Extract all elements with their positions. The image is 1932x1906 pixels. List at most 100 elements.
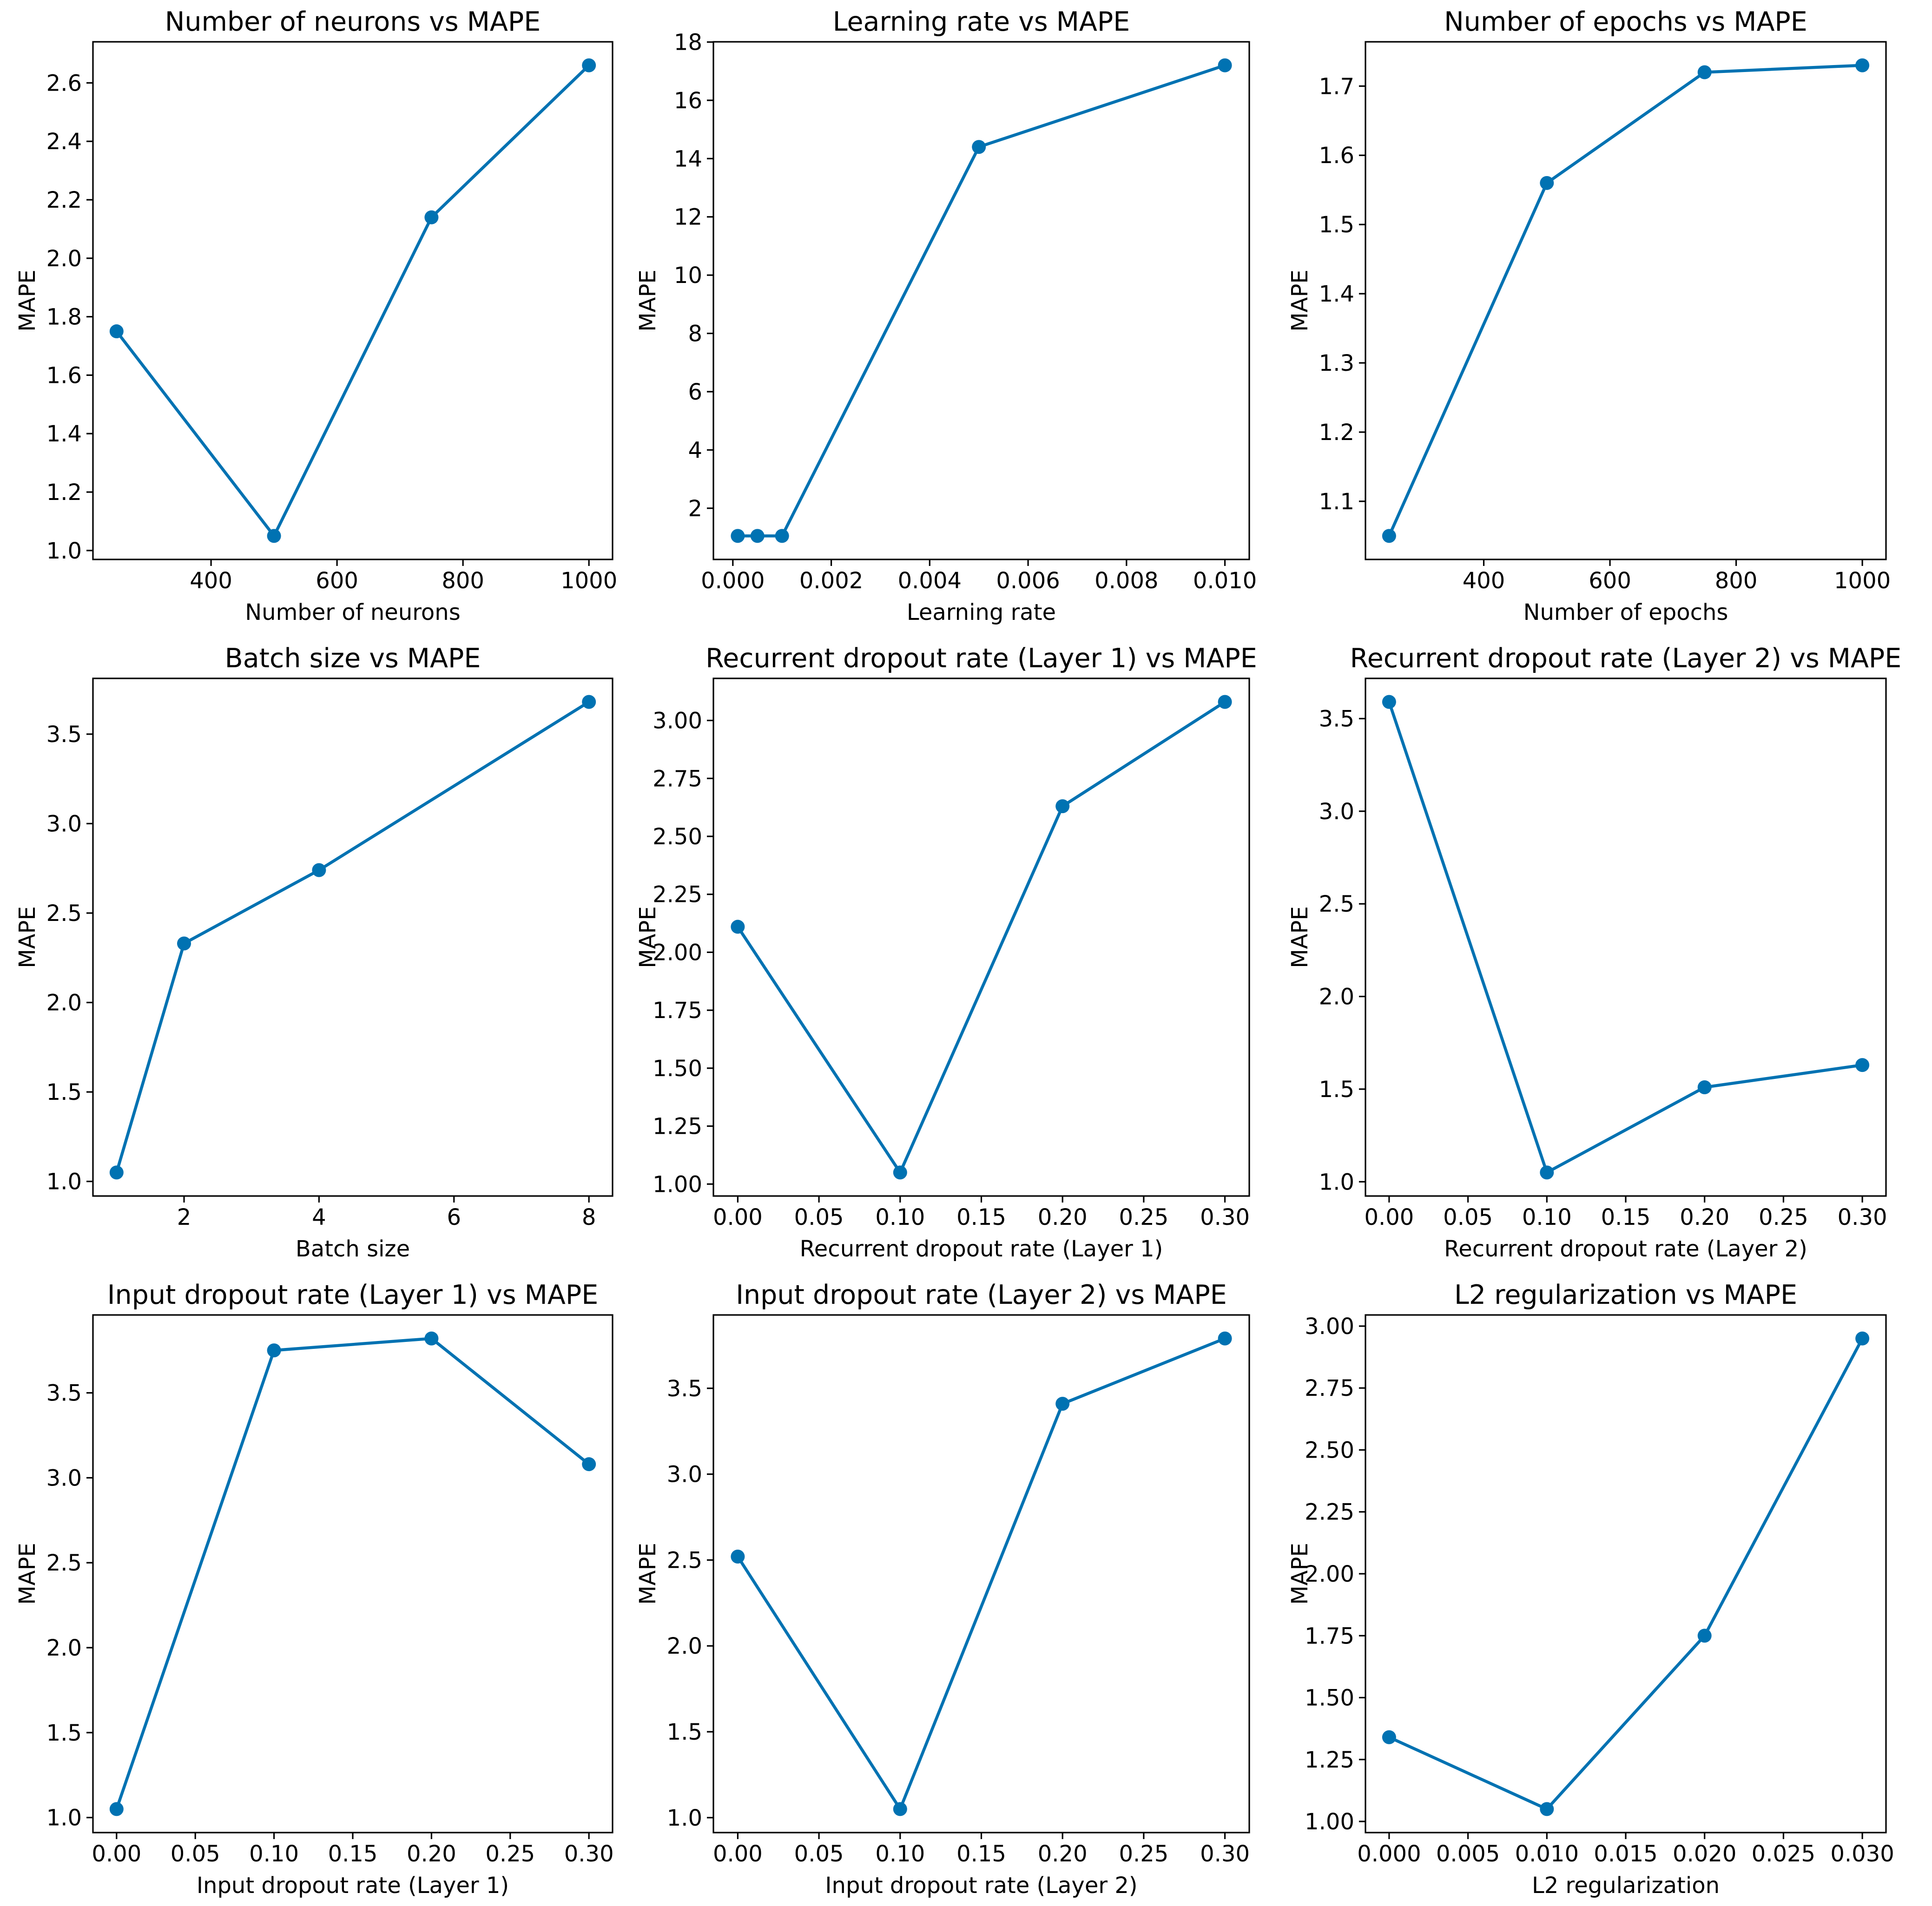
axes-frame — [1365, 41, 1887, 560]
y-axis-label: MAPE — [635, 1543, 661, 1605]
y-tick-label: 1.5 — [1319, 212, 1354, 238]
y-tick-label: 1.00 — [1305, 1809, 1354, 1835]
y-tick-label: 2.25 — [1305, 1499, 1354, 1525]
axes-frame — [712, 1314, 1250, 1834]
y-tick-label: 2.00 — [653, 940, 702, 966]
x-tick-label: 400 — [190, 568, 232, 594]
y-tick-label: 2.50 — [653, 824, 702, 850]
x-tick-label: 0.30 — [1200, 1204, 1250, 1230]
x-tick-label: 0.00 — [92, 1841, 141, 1867]
data-point — [1218, 1331, 1232, 1346]
y-tick-label: 1.75 — [1305, 1623, 1354, 1649]
data-point — [424, 210, 439, 224]
data-point — [1540, 176, 1554, 190]
y-tick-label: 3.5 — [1319, 706, 1354, 732]
subplot-title: Input dropout rate (Layer 1) vs MAPE — [107, 1280, 599, 1310]
y-tick-label: 14 — [674, 146, 702, 172]
series-line — [1387, 700, 1864, 1174]
subplot-2: Learning rate vs MAPE 0.000 0.002 0.004 0.00… — [635, 7, 1257, 625]
y-tick-label: 3.0 — [46, 1465, 82, 1491]
data-point — [1697, 65, 1712, 79]
y-tick-label: 3.5 — [46, 722, 82, 748]
x-tick-label: 400 — [1463, 568, 1505, 594]
y-tick-label: 2.25 — [653, 882, 702, 908]
y-tick-label: 1.5 — [667, 1719, 702, 1745]
y-axis-label: MAPE — [635, 269, 661, 332]
y-tick-label: 1.2 — [1319, 420, 1354, 446]
x-tick-label: 0.10 — [875, 1841, 925, 1867]
y-tick-label: 2.5 — [1319, 891, 1354, 917]
x-tick-label: 0.30 — [1200, 1841, 1250, 1867]
y-tick-label: 8 — [688, 321, 702, 347]
series-line — [736, 700, 1226, 1174]
subplot-8: Input dropout rate (Layer 2) vs MAPE 0.00… — [635, 1280, 1250, 1899]
x-tick-label: 6 — [447, 1204, 462, 1230]
y-tick-label: 2.0 — [1319, 984, 1354, 1010]
y-tick-label: 1.4 — [1319, 281, 1354, 307]
y-tick-label: 1.6 — [1319, 143, 1354, 169]
subplot-1: Number of neurons vs MAPE 400 600 800 1000 1.… — [14, 7, 617, 625]
y-tick-label: 2.0 — [46, 990, 82, 1016]
y-tick-label: 2.5 — [46, 900, 82, 927]
subplot-title: Learning rate vs MAPE — [833, 7, 1130, 37]
subplot-title: Recurrent dropout rate (Layer 1) vs MAPE — [706, 643, 1257, 674]
data-point — [1218, 58, 1232, 72]
y-tick-label: 1.0 — [46, 1169, 82, 1195]
axes-frame — [712, 677, 1250, 1197]
x-tick-label: 0.20 — [407, 1841, 456, 1867]
x-tick-label: 4 — [312, 1204, 326, 1230]
x-tick-label: 8 — [582, 1204, 596, 1230]
y-tick-label: 2.0 — [46, 1635, 82, 1661]
data-point — [1382, 1730, 1396, 1744]
y-tick-label: 3.00 — [1305, 1314, 1354, 1340]
data-point — [312, 863, 326, 877]
series-line — [115, 700, 591, 1174]
data-point — [177, 936, 191, 951]
y-tick-label: 1.1 — [1319, 489, 1354, 515]
data-point — [731, 920, 745, 934]
series-line — [736, 64, 1226, 538]
y-tick-label: 1.00 — [653, 1171, 702, 1197]
data-point — [731, 1550, 745, 1564]
axes-frame — [1365, 677, 1887, 1197]
y-tick-label: 4 — [688, 437, 702, 463]
y-axis-label: MAPE — [14, 1543, 40, 1605]
y-tick-label: 3.5 — [667, 1376, 702, 1402]
subplot-9: L2 regularization vs MAPE 0.000 0.005 0.010… — [1287, 1280, 1894, 1899]
subplot-6: Recurrent dropout rate (Layer 2) vs MAPE… — [1287, 643, 1901, 1262]
y-tick-label: 3.0 — [46, 811, 82, 837]
subplot-3: Number of epochs vs MAPE 400 600 800 1000 1.1… — [1287, 7, 1891, 625]
x-axis-label: Recurrent dropout rate (Layer 1) — [800, 1236, 1163, 1262]
x-tick-label: 0.002 — [799, 568, 863, 594]
x-tick-label: 0.025 — [1752, 1841, 1815, 1867]
y-tick-label: 1.75 — [653, 998, 702, 1024]
subplot-title: Recurrent dropout rate (Layer 2) vs MAPE — [1350, 643, 1902, 674]
y-tick-label: 1.5 — [46, 1720, 82, 1746]
x-tick-label: 0.20 — [1680, 1204, 1729, 1230]
y-tick-label: 2.6 — [46, 70, 82, 96]
series-line — [1387, 1337, 1864, 1811]
y-tick-label: 1.5 — [46, 1079, 82, 1105]
y-tick-label: 10 — [674, 263, 702, 289]
x-tick-label: 0.004 — [898, 568, 962, 594]
data-point — [1540, 1165, 1554, 1180]
data-point — [267, 529, 281, 543]
subplot-title: Batch size vs MAPE — [225, 643, 481, 674]
x-tick-label: 0.00 — [713, 1204, 763, 1230]
x-tick-label: 0.010 — [1193, 568, 1257, 594]
x-tick-label: 0.030 — [1830, 1841, 1894, 1867]
x-tick-label: 0.000 — [701, 568, 765, 594]
subplot-title: Input dropout rate (Layer 2) vs MAPE — [736, 1280, 1227, 1310]
x-tick-label: 0.05 — [794, 1841, 844, 1867]
y-tick-label: 1.0 — [667, 1805, 702, 1831]
y-tick-label: 18 — [674, 29, 702, 55]
y-tick-label: 1.0 — [1319, 1169, 1354, 1195]
x-tick-label: 0.020 — [1673, 1841, 1736, 1867]
x-axis-label: Input dropout rate (Layer 2) — [825, 1873, 1137, 1899]
subplot-7: Input dropout rate (Layer 1) vs MAPE 0.00… — [14, 1280, 614, 1899]
x-tick-label: 0.008 — [1095, 568, 1158, 594]
x-tick-label: 0.015 — [1594, 1841, 1657, 1867]
subplot-5: Recurrent dropout rate (Layer 1) vs MAPE… — [635, 643, 1257, 1262]
axes-frame — [92, 677, 613, 1197]
y-tick-label: 2.00 — [1305, 1561, 1354, 1587]
